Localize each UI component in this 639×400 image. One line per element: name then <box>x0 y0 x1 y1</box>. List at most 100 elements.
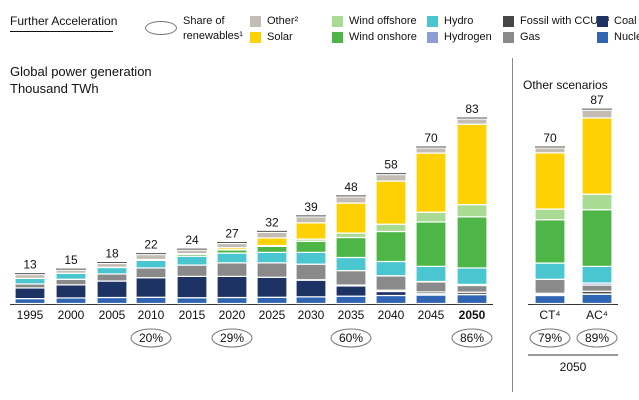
bar-2030-nuclear <box>295 296 327 305</box>
bar-2020-other <box>216 242 248 249</box>
panel-divider <box>512 58 513 392</box>
legend-item-coal: Coal <box>597 15 637 27</box>
legend-swatch-wind-offshore <box>332 15 343 27</box>
bar-2040-nuclear <box>375 294 407 305</box>
total-label-2035: 48 <box>344 180 358 194</box>
bar-2000-nuclear <box>55 297 87 305</box>
legend-swatch-gas <box>503 31 514 43</box>
bar-2035-other <box>335 196 367 204</box>
total-label-2040: 58 <box>384 158 398 172</box>
bar-2010-gas <box>135 267 167 279</box>
share-label-ct: 79% <box>538 331 562 345</box>
legend-item-hydro: Hydro <box>427 15 473 27</box>
share-oval-ct <box>529 328 571 348</box>
x-tick-label-2040: 2040 <box>378 308 405 322</box>
legend-label-nuclear: Nuclear <box>614 31 639 43</box>
share-label-2010: 20% <box>139 331 163 345</box>
bar-2015-coal <box>176 275 208 299</box>
bar-2035-gas <box>335 270 367 286</box>
x-tick-label-ac: AC⁴ <box>586 308 608 322</box>
legend-item-wind-onshore: Wind onshore <box>332 31 417 43</box>
bar-2025-solar <box>256 237 288 247</box>
share-oval-ac <box>576 328 618 348</box>
share-oval-2035 <box>330 328 372 348</box>
share-label-ac: 89% <box>585 331 609 345</box>
legend-item-fossil-ccus: Fossil with CCUS³ <box>503 15 609 27</box>
legend-item-gas: Gas <box>503 31 540 43</box>
bar-2050-hydro <box>456 267 488 285</box>
bar-2035-wind-onshore <box>335 236 367 259</box>
chart-title: Global power generation <box>10 64 152 79</box>
total-label-2015: 24 <box>185 233 199 247</box>
total-label-1995: 13 <box>23 258 37 272</box>
bar-ac-wind-offshore <box>581 193 613 211</box>
bar-2010-hydro <box>135 259 167 269</box>
bar-ct-nuclear <box>534 294 566 305</box>
bar-1995-coal <box>14 287 46 300</box>
x-tick-label-2015: 2015 <box>179 308 206 322</box>
legend-label-hydrogen: Hydrogen <box>444 31 492 43</box>
legend-label-gas: Gas <box>520 31 541 43</box>
x-tick-label-2025: 2025 <box>259 308 286 322</box>
bar-2020-coal <box>216 275 248 299</box>
bar-1995-other <box>14 274 46 279</box>
share-oval-2020 <box>211 328 253 348</box>
bar-2015-hydro <box>176 255 208 266</box>
bar-2020-nuclear <box>216 296 248 305</box>
bar-2035-hydro <box>335 256 367 272</box>
legend-item-hydrogen: Hydrogen <box>427 31 492 43</box>
bar-2000-other <box>55 269 87 274</box>
bar-2045-wind-offshore <box>415 211 447 223</box>
legend-label-fossil-ccus: Fossil with CCUS³ <box>520 15 610 27</box>
bar-ct-solar <box>534 152 566 210</box>
bar-2030-wind-onshore <box>295 240 327 253</box>
total-label-2050: 83 <box>465 102 479 116</box>
legend-label-coal: Coal <box>614 15 637 27</box>
bar-2000-gas <box>55 278 87 286</box>
scenario-tab-underline <box>10 31 113 32</box>
bar-2035-solar <box>335 202 367 234</box>
bar-2045-hydro <box>415 265 447 283</box>
bar-ct-wind-offshore <box>534 208 566 221</box>
bar-2035-coal <box>335 285 367 297</box>
bar-2025-other <box>256 231 288 239</box>
scenario-tab[interactable]: Further Acceleration <box>10 14 118 28</box>
share-oval-2010 <box>130 328 172 348</box>
bar-2035-nuclear <box>335 295 367 305</box>
bar-2045-other <box>415 147 447 154</box>
legend-swatch-fossil-ccus <box>503 15 514 27</box>
total-label-2000: 15 <box>64 253 78 267</box>
bar-2005-nuclear <box>96 296 128 305</box>
legend-label-hydro: Hydro <box>444 15 474 27</box>
x-tick-label-2005: 2005 <box>99 308 126 322</box>
bar-2045-nuclear <box>415 294 447 305</box>
total-label-2020: 27 <box>225 227 239 241</box>
x-tick-label-ct: CT⁴ <box>539 308 560 322</box>
x-tick-label-2045: 2045 <box>418 308 445 322</box>
total-label-2030: 39 <box>304 200 318 214</box>
bar-2050-wind-onshore <box>456 216 488 269</box>
bar-2005-gas <box>96 273 128 282</box>
legend-swatch-hydrogen <box>427 31 438 43</box>
bar-2025-coal <box>256 276 288 298</box>
x-tick-label-2020: 2020 <box>219 308 246 322</box>
bar-ac-gas <box>581 284 613 292</box>
total-label-ac: 87 <box>590 93 604 107</box>
bar-2050-nuclear <box>456 294 488 305</box>
bar-2050-other <box>456 118 488 125</box>
bar-2030-solar <box>295 222 327 240</box>
legend-swatch-solar <box>250 31 261 43</box>
bar-2030-gas <box>295 263 327 281</box>
legend-label-other: Other² <box>267 15 299 27</box>
bar-2015-other <box>176 249 208 255</box>
bar-ac-wind-onshore <box>581 209 613 267</box>
bar-2045-wind-onshore <box>415 221 447 267</box>
bar-2045-gas <box>415 281 447 293</box>
bar-2010-other <box>135 254 167 261</box>
bar-2040-other <box>375 174 407 182</box>
scenario-group-label: 2050 <box>560 360 587 374</box>
x-tick-label-2050: 2050 <box>459 308 486 322</box>
bar-2050-wind-offshore <box>456 204 488 218</box>
bar-ac-solar <box>581 117 613 195</box>
